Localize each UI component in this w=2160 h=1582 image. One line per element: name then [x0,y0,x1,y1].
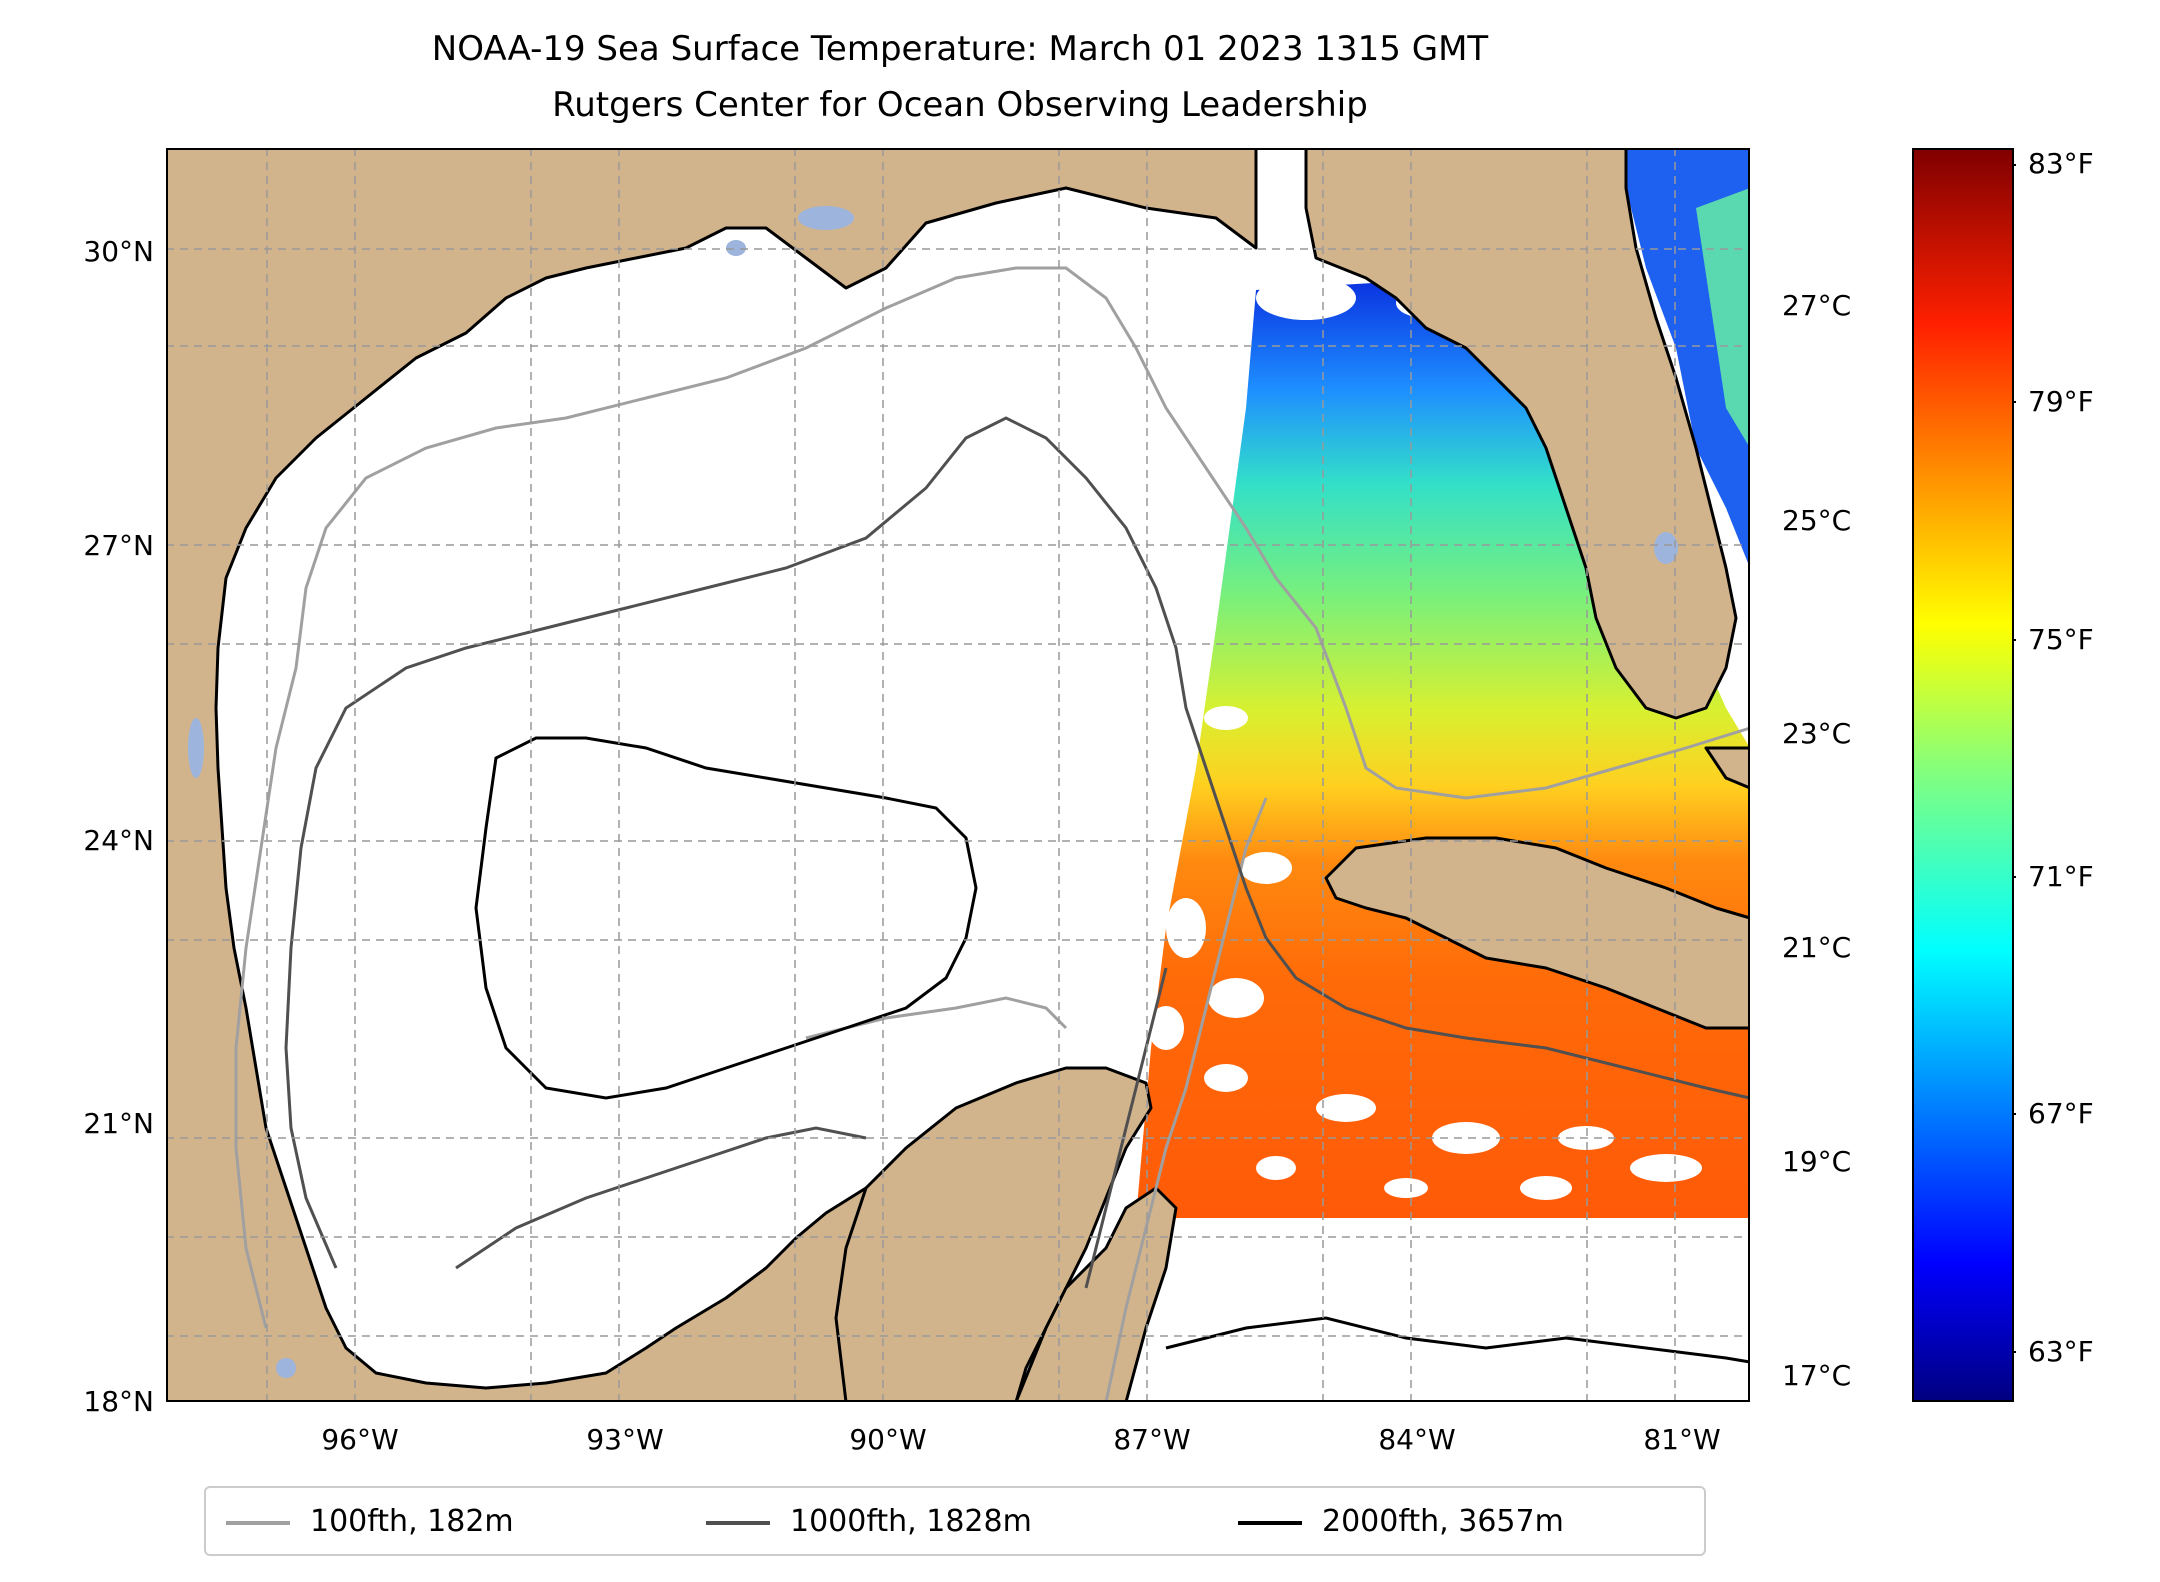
gridlines [166,148,1750,1402]
lat-tick-30: 30°N [83,235,154,268]
lon-tick-90: 90°W [849,1423,927,1456]
contour-2000fth-south [1165,1316,1750,1364]
sst-swath-atlantic-green [1696,188,1750,448]
celsius-tick-19: 19°C [1782,1145,1852,1178]
fahrenheit-tick-83: 83°F [2028,147,2094,180]
contour-100fth-south [805,797,1268,1402]
fahrenheit-tick-71: 71°F [2028,860,2094,893]
colorbar-gradient [1912,148,2014,1402]
lat-tick-18: 18°N [83,1385,154,1418]
colorbar [1912,148,2016,1402]
contour-legend: 100fth, 182m 1000fth, 1828m 2000fth, 365… [204,1486,1706,1556]
legend-swatch-2000fth [1238,1521,1302,1525]
land [166,148,1750,1402]
lat-tick-27: 27°N [83,529,154,562]
lon-tick-87: 87°W [1113,1423,1191,1456]
land-bahamas [1704,746,1750,790]
celsius-tick-27: 27°C [1782,289,1852,322]
celsius-tick-25: 25°C [1782,504,1852,537]
lon-tick-81: 81°W [1643,1423,1721,1456]
contour-1000fth [284,416,1750,1269]
land-north-america [166,148,1258,1402]
legend-label-1000fth: 1000fth, 1828m [790,1504,1032,1539]
contour-1000fth-south [455,967,1168,1289]
lat-tick-21: 21°N [83,1107,154,1140]
fahrenheit-tick-75: 75°F [2028,623,2094,656]
celsius-tick-21: 21°C [1782,931,1852,964]
fahrenheit-tick-79: 79°F [2028,385,2094,418]
legend-label-100fth: 100fth, 182m [310,1504,514,1539]
legend-swatch-100fth [226,1521,290,1525]
fahrenheit-tick-67: 67°F [2028,1097,2094,1130]
celsius-tick-23: 23°C [1782,717,1852,750]
map-frame [166,148,1750,1402]
lon-tick-84: 84°W [1378,1423,1456,1456]
contour-2000fth [474,736,978,1100]
chart-subtitle: Rutgers Center for Ocean Observing Leade… [552,85,1368,125]
land-cuba [1324,836,1750,1030]
legend-swatch-1000fth [706,1521,770,1525]
lon-tick-96: 96°W [321,1423,399,1456]
colorbar-ticks [2013,164,2016,1353]
sst-map [166,148,1750,1402]
lakes [188,206,1678,1378]
lon-tick-93: 93°W [586,1423,664,1456]
land-florida [1304,148,1738,720]
legend-label-2000fth: 2000fth, 3657m [1322,1504,1564,1539]
contour-100fth [234,266,1750,1329]
celsius-tick-17: 17°C [1782,1359,1852,1392]
chart-title: NOAA-19 Sea Surface Temperature: March 0… [431,29,1489,69]
fahrenheit-tick-63: 63°F [2028,1335,2094,1368]
lat-tick-24: 24°N [83,824,154,857]
